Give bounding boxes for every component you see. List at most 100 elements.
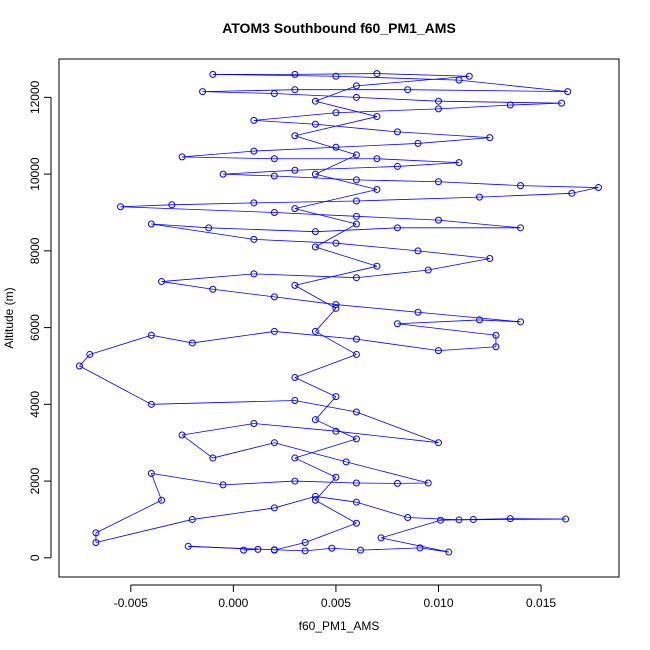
data-point <box>352 176 360 184</box>
data-point <box>562 515 570 523</box>
series-segment <box>95 519 193 543</box>
axes-layer: -0.005 0.000 0.005 0.010 0.015 0 2000 4000 6000 8… <box>28 80 556 610</box>
data-point <box>352 274 360 282</box>
data-point <box>270 546 278 554</box>
data-point <box>92 529 100 537</box>
data-point <box>250 147 258 155</box>
data-point <box>506 101 514 109</box>
data-point <box>414 139 422 147</box>
series-segment <box>458 79 568 93</box>
data-point <box>352 220 360 228</box>
series-segment <box>380 537 449 553</box>
data-point <box>434 105 442 113</box>
data-point <box>506 515 514 523</box>
data-point <box>568 189 576 197</box>
series-segment <box>95 499 162 534</box>
series-segment <box>223 169 295 175</box>
series-segment <box>274 93 357 98</box>
data-point <box>250 199 258 207</box>
series-segment <box>79 354 91 367</box>
data-point <box>352 151 360 159</box>
series-segment <box>397 319 480 325</box>
data-point <box>434 97 442 105</box>
data-point <box>404 514 412 522</box>
series-segment <box>315 396 337 420</box>
data-point <box>342 458 350 466</box>
series-segment <box>510 102 562 106</box>
data-point <box>178 431 186 439</box>
data-point <box>240 546 248 554</box>
data-point <box>416 544 424 552</box>
series-segment <box>376 158 460 163</box>
series-segment <box>315 100 378 117</box>
data-point <box>414 247 422 255</box>
data-point <box>219 170 227 178</box>
y-tick-label: 6000 <box>28 314 42 341</box>
series-segment <box>274 542 306 551</box>
data-point <box>117 203 125 211</box>
series-segment <box>571 187 599 194</box>
series-segment <box>356 215 439 221</box>
series-segment <box>181 434 214 459</box>
y-tick-label: 2000 <box>28 467 42 494</box>
data-point <box>291 132 299 140</box>
series-segment <box>151 400 295 405</box>
data-point <box>291 396 299 404</box>
y-tick-label: 8000 <box>28 237 42 264</box>
series-segment <box>397 131 490 139</box>
data-point <box>270 439 278 447</box>
data-point <box>564 88 572 96</box>
data-point <box>328 544 336 552</box>
series-segment <box>407 89 568 93</box>
data-point <box>270 504 278 512</box>
data-point <box>301 547 309 555</box>
series-segment <box>315 123 398 133</box>
data-point <box>492 343 500 351</box>
data-point <box>311 170 319 178</box>
data-point <box>332 473 340 481</box>
series-segment <box>305 547 332 552</box>
data-point <box>357 546 365 554</box>
data-point <box>291 70 299 78</box>
data-point <box>434 439 442 447</box>
data-point <box>270 293 278 301</box>
data-point <box>594 184 602 192</box>
series-segment <box>253 238 336 244</box>
series-segment <box>376 73 470 77</box>
series-segment <box>202 91 275 94</box>
data-point <box>147 400 155 408</box>
data-point <box>250 235 258 243</box>
data-point <box>184 542 192 550</box>
data-point <box>434 178 442 186</box>
series-segment <box>335 242 419 252</box>
data-point <box>311 496 319 504</box>
x-axis-label: f60_PM1_AMS <box>299 619 380 633</box>
data-point <box>476 316 484 324</box>
series-segment <box>151 223 254 240</box>
plot-frame <box>58 58 620 578</box>
data-point <box>209 70 217 78</box>
data-point <box>373 262 381 270</box>
data-point <box>517 318 525 326</box>
series-segment <box>253 200 357 204</box>
data-point <box>352 408 360 416</box>
data-point <box>352 197 360 205</box>
series-segment <box>335 430 439 444</box>
data-point <box>311 416 319 424</box>
y-tick-label: 12000 <box>28 80 42 114</box>
series-segment <box>253 423 336 432</box>
series-segment <box>356 501 408 518</box>
series-segment <box>294 377 337 398</box>
series-segment <box>315 246 378 267</box>
series-segment <box>315 173 378 190</box>
data-point <box>465 72 473 80</box>
series-segment <box>294 73 377 75</box>
data-point <box>147 220 155 228</box>
series-segment <box>479 192 572 198</box>
x-tick-label: 0.010 <box>423 596 453 610</box>
data-point <box>393 320 401 328</box>
y-axis-label: Altitude (m) <box>2 287 16 348</box>
data-point <box>311 97 319 105</box>
series-segment <box>294 116 378 137</box>
series-segment <box>253 112 336 121</box>
